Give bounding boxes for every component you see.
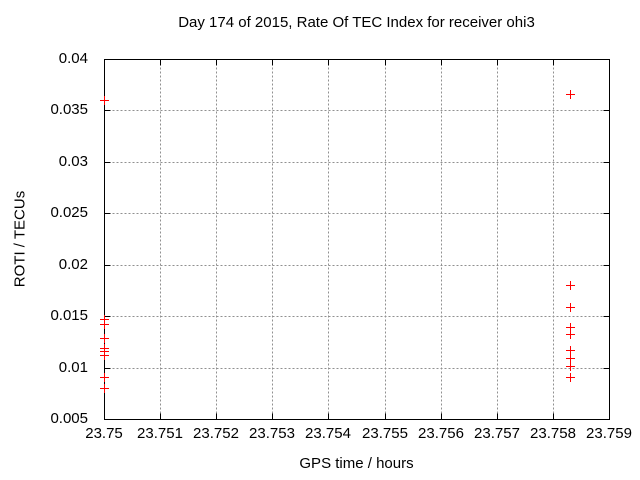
data-point-marker [100,351,109,360]
x-tick-label: 23.75 [85,425,123,442]
data-point-marker [566,354,575,363]
data-point-marker [100,373,109,382]
data-point-marker [566,346,575,355]
data-point-marker [100,320,109,329]
y-tick-label: 0.005 [50,410,88,427]
x-tick-label: 23.758 [530,425,576,442]
x-tick-label: 23.759 [586,425,632,442]
chart-title: Day 174 of 2015, Rate Of TEC Index for r… [178,14,535,31]
data-point-marker [566,373,575,382]
data-point-marker [566,90,575,99]
data-point-marker [566,303,575,312]
x-tick-label: 23.752 [193,425,239,442]
x-tick-label: 23.757 [474,425,520,442]
y-tick-label: 0.03 [58,153,88,170]
y-tick-label: 0.02 [58,256,88,273]
plot-border [104,59,610,420]
gridlines [104,59,610,420]
x-tick-label: 23.755 [362,425,408,442]
y-tick-label: 0.015 [50,307,88,324]
y-tick-label: 0.025 [50,204,88,221]
x-axis-title: GPS time / hours [299,455,414,472]
x-tick-label: 23.754 [305,425,351,442]
x-tick-label: 23.753 [249,425,295,442]
data-point-marker [566,281,575,290]
tick-marks [104,59,610,420]
data-point-marker [100,334,109,343]
data-point-marker [100,96,109,105]
y-tick-label: 0.035 [50,101,88,118]
data-point-marker [566,362,575,371]
data-point-marker [100,384,109,393]
y-tick-label: 0.01 [58,359,88,376]
x-tick-label: 23.756 [418,425,464,442]
data-point-marker [566,330,575,339]
x-tick-label: 23.751 [137,425,183,442]
y-tick-label: 0.04 [58,50,88,67]
data-points [100,90,575,393]
